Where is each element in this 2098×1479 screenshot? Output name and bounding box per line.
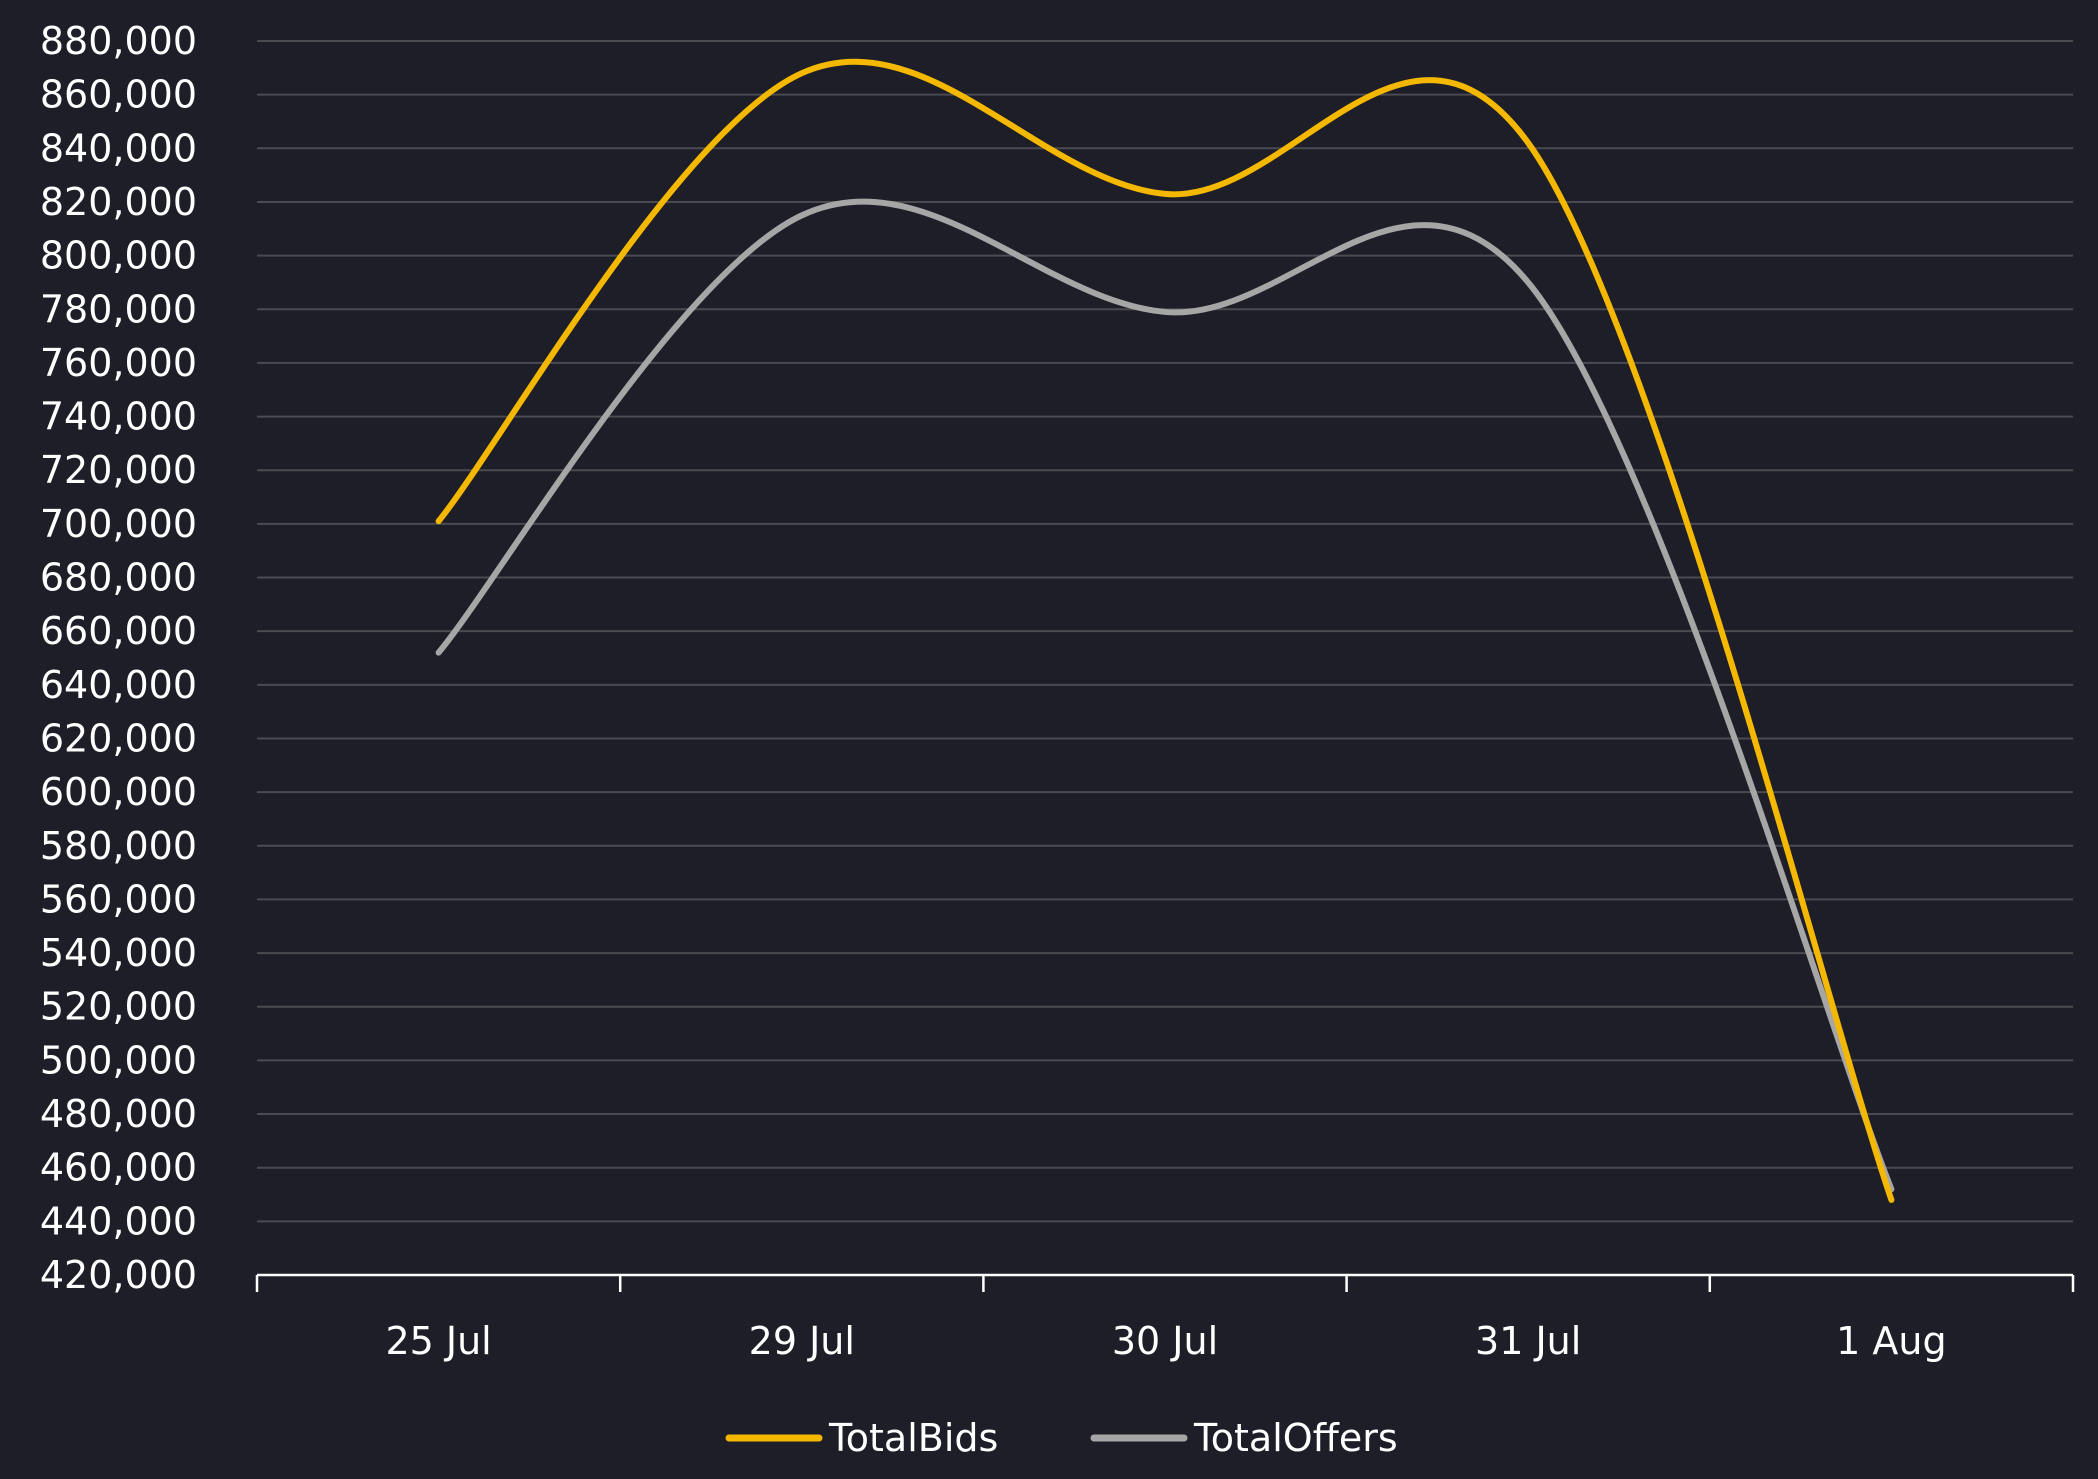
x-tick-label: 25 Jul — [385, 1319, 491, 1363]
y-tick-label: 640,000 — [40, 663, 197, 707]
series-line-totalbids — [435, 58, 1895, 1203]
x-axis: 25 Jul 29 Jul 30 Jul 31 Jul 1 Aug — [255, 1273, 2075, 1363]
y-tick-label: 600,000 — [40, 770, 197, 814]
y-tick-label: 820,000 — [40, 180, 197, 224]
legend-label: TotalBids — [828, 1416, 998, 1460]
y-tick-label: 760,000 — [40, 341, 197, 385]
y-tick-label: 580,000 — [40, 824, 197, 868]
series-line-totaloffers — [435, 198, 1895, 1193]
y-tick-label: 860,000 — [40, 73, 197, 117]
y-tick-label: 480,000 — [40, 1092, 197, 1136]
x-tick-label: 1 Aug — [1836, 1319, 1946, 1363]
legend: TotalBids TotalOffers — [725, 1416, 1398, 1460]
y-tick-label: 740,000 — [40, 395, 197, 439]
x-tick-label: 29 Jul — [749, 1319, 855, 1363]
series-lines — [435, 58, 1895, 1203]
y-tick-label: 460,000 — [40, 1146, 197, 1190]
y-tick-label: 500,000 — [40, 1038, 197, 1082]
y-tick-label: 440,000 — [40, 1199, 197, 1243]
legend-label: TotalOffers — [1193, 1416, 1398, 1460]
x-tick-label: 31 Jul — [1475, 1319, 1581, 1363]
y-tick-label: 680,000 — [40, 556, 197, 600]
y-tick-label: 700,000 — [40, 502, 197, 546]
x-tick-label: 30 Jul — [1112, 1319, 1218, 1363]
y-tick-label: 620,000 — [40, 716, 197, 760]
y-tick-label: 840,000 — [40, 126, 197, 170]
y-tick-label: 800,000 — [40, 234, 197, 278]
y-tick-label: 520,000 — [40, 985, 197, 1029]
y-axis-tick-labels: 420,000 440,000 460,000 480,000 500,000 520,0… — [40, 19, 197, 1297]
y-tick-label: 540,000 — [40, 931, 197, 975]
y-tick-label: 560,000 — [40, 877, 197, 921]
y-tick-label: 880,000 — [40, 19, 197, 63]
y-tick-label: 720,000 — [40, 448, 197, 492]
y-tick-label: 780,000 — [40, 287, 197, 331]
y-tick-label: 420,000 — [40, 1253, 197, 1297]
gridlines — [257, 40, 2073, 1223]
y-tick-label: 660,000 — [40, 609, 197, 653]
